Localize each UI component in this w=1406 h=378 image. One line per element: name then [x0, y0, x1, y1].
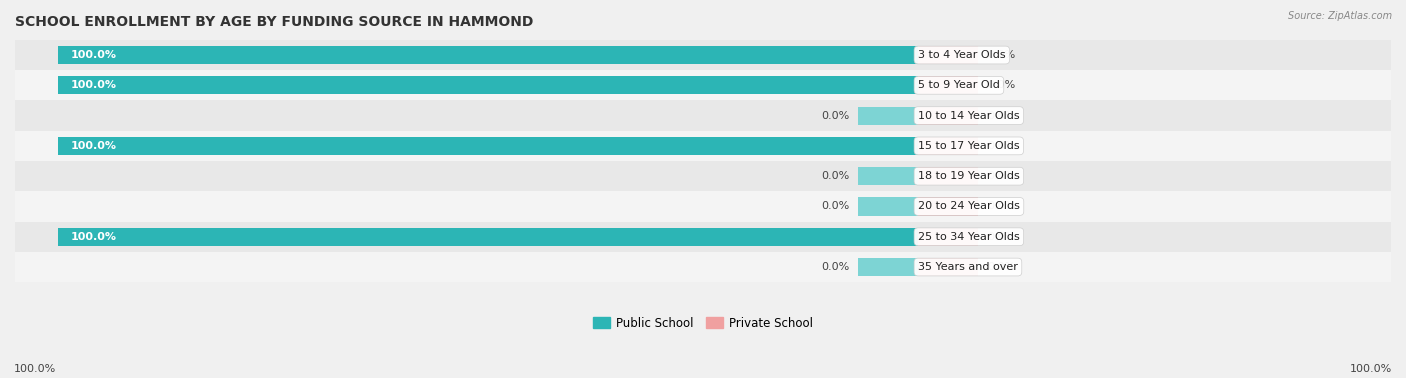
Bar	[15, 101, 1391, 131]
Text: 100.0%: 100.0%	[70, 80, 117, 90]
Text: 100.0%: 100.0%	[1350, 364, 1392, 374]
Bar	[918, 76, 979, 94]
Text: 25 to 34 Year Olds: 25 to 34 Year Olds	[918, 232, 1019, 242]
Bar	[858, 258, 918, 276]
Text: 0.0%: 0.0%	[987, 201, 1015, 211]
Text: 100.0%: 100.0%	[14, 364, 56, 374]
Text: SCHOOL ENROLLMENT BY AGE BY FUNDING SOURCE IN HAMMOND: SCHOOL ENROLLMENT BY AGE BY FUNDING SOUR…	[15, 15, 533, 29]
Bar	[858, 107, 918, 125]
Bar	[918, 197, 979, 215]
Bar	[918, 228, 979, 246]
Text: 0.0%: 0.0%	[987, 111, 1015, 121]
Bar	[58, 228, 918, 246]
Bar	[918, 137, 979, 155]
Bar	[15, 40, 1391, 70]
Text: 0.0%: 0.0%	[987, 171, 1015, 181]
Bar	[58, 137, 918, 155]
Text: 0.0%: 0.0%	[987, 262, 1015, 272]
Text: 35 Years and over: 35 Years and over	[918, 262, 1018, 272]
Text: 0.0%: 0.0%	[821, 171, 849, 181]
Text: 0.0%: 0.0%	[821, 201, 849, 211]
Text: 0.0%: 0.0%	[821, 111, 849, 121]
Text: 0.0%: 0.0%	[987, 50, 1015, 60]
Text: 0.0%: 0.0%	[821, 262, 849, 272]
Bar	[15, 70, 1391, 101]
Text: 3 to 4 Year Olds: 3 to 4 Year Olds	[918, 50, 1005, 60]
Bar	[15, 161, 1391, 191]
Text: 20 to 24 Year Olds: 20 to 24 Year Olds	[918, 201, 1019, 211]
Text: 100.0%: 100.0%	[70, 141, 117, 151]
Text: 100.0%: 100.0%	[70, 232, 117, 242]
Text: 0.0%: 0.0%	[987, 141, 1015, 151]
Bar	[918, 107, 979, 125]
Bar	[918, 46, 979, 64]
Legend: Public School, Private School: Public School, Private School	[593, 317, 813, 330]
Text: 100.0%: 100.0%	[70, 50, 117, 60]
Text: Source: ZipAtlas.com: Source: ZipAtlas.com	[1288, 11, 1392, 21]
Bar	[58, 46, 918, 64]
Bar	[858, 197, 918, 215]
Text: 5 to 9 Year Old: 5 to 9 Year Old	[918, 80, 1000, 90]
Text: 0.0%: 0.0%	[987, 232, 1015, 242]
Text: 18 to 19 Year Olds: 18 to 19 Year Olds	[918, 171, 1019, 181]
Bar	[58, 76, 918, 94]
Bar	[15, 252, 1391, 282]
Bar	[918, 167, 979, 185]
Bar	[15, 131, 1391, 161]
Text: 15 to 17 Year Olds: 15 to 17 Year Olds	[918, 141, 1019, 151]
Text: 10 to 14 Year Olds: 10 to 14 Year Olds	[918, 111, 1019, 121]
Text: 0.0%: 0.0%	[987, 80, 1015, 90]
Bar	[858, 167, 918, 185]
Bar	[15, 191, 1391, 222]
Bar	[15, 222, 1391, 252]
Bar	[918, 258, 979, 276]
